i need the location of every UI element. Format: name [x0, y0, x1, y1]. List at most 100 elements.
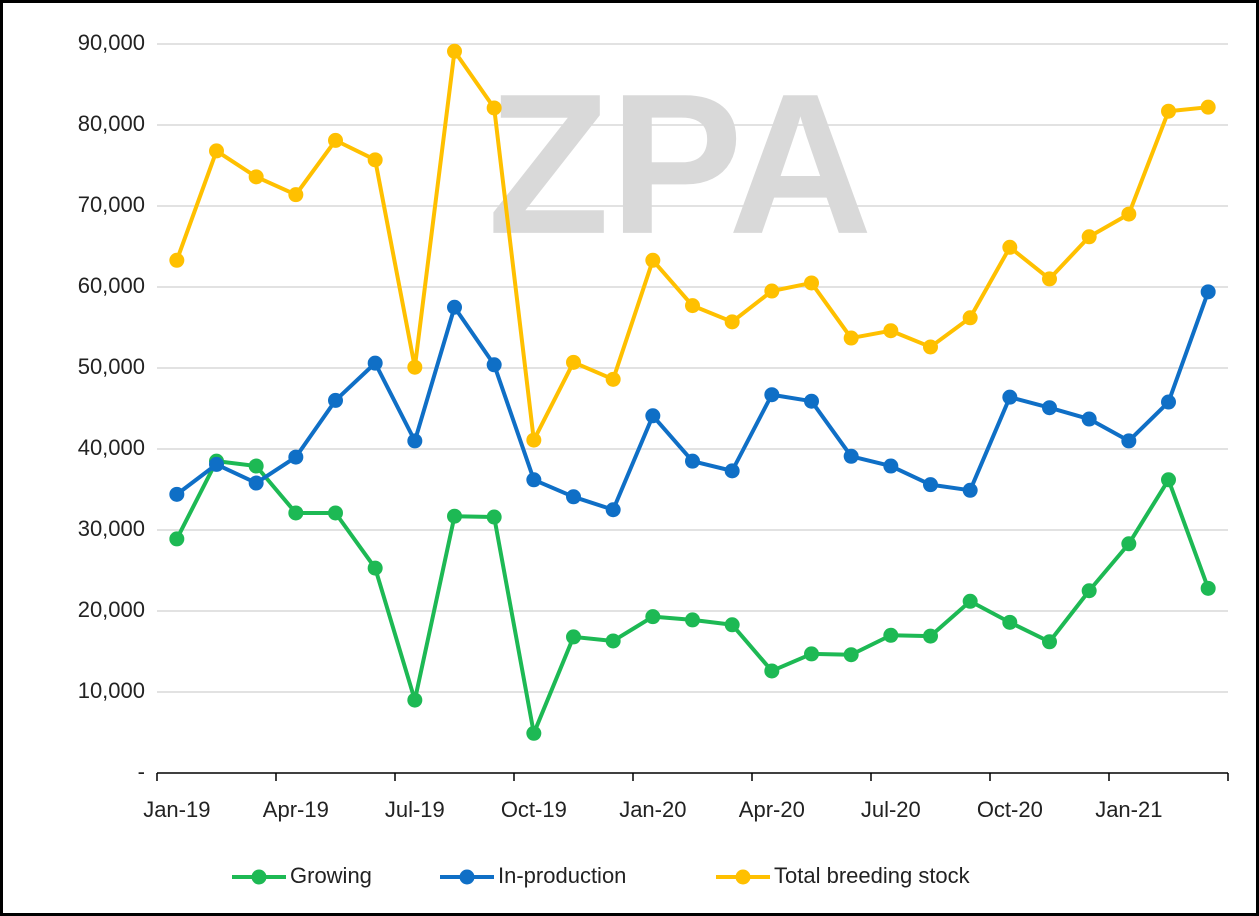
- y-tick-label: 30,000: [78, 516, 145, 541]
- y-tick-label: 90,000: [78, 30, 145, 55]
- y-tick-label: 40,000: [78, 435, 145, 460]
- point: [209, 143, 224, 158]
- point: [1042, 271, 1057, 286]
- point: [487, 100, 502, 115]
- x-tick-label: Jan-19: [143, 797, 210, 822]
- point: [883, 459, 898, 474]
- legend-marker: [736, 870, 751, 885]
- legend-marker: [460, 870, 475, 885]
- point: [1042, 400, 1057, 415]
- point: [963, 483, 978, 498]
- point: [526, 433, 541, 448]
- point: [923, 629, 938, 644]
- point: [963, 310, 978, 325]
- y-tick-label: 60,000: [78, 273, 145, 298]
- x-tick-label: Jul-20: [861, 797, 921, 822]
- point: [169, 253, 184, 268]
- point: [725, 617, 740, 632]
- point: [1002, 240, 1017, 255]
- point: [288, 505, 303, 520]
- point: [606, 502, 621, 517]
- point: [1121, 433, 1136, 448]
- legend-label: Growing: [290, 863, 372, 888]
- point: [249, 476, 264, 491]
- point: [1002, 390, 1017, 405]
- point: [328, 505, 343, 520]
- y-tick-label: 20,000: [78, 597, 145, 622]
- point: [645, 609, 660, 624]
- point: [844, 449, 859, 464]
- point: [566, 629, 581, 644]
- x-tick-label: Oct-20: [977, 797, 1043, 822]
- point: [606, 372, 621, 387]
- y-tick-label: 50,000: [78, 354, 145, 379]
- point: [328, 133, 343, 148]
- point: [923, 339, 938, 354]
- point: [1201, 284, 1216, 299]
- point: [1161, 472, 1176, 487]
- point: [685, 612, 700, 627]
- point: [169, 531, 184, 546]
- point: [566, 489, 581, 504]
- x-tick-label: Apr-19: [263, 797, 329, 822]
- x-tick-label: Jan-20: [619, 797, 686, 822]
- point: [1201, 581, 1216, 596]
- point: [804, 394, 819, 409]
- point: [1121, 207, 1136, 222]
- point: [447, 300, 462, 315]
- point: [725, 314, 740, 329]
- point: [1201, 100, 1216, 115]
- y-tick-label: 70,000: [78, 192, 145, 217]
- chart: ZPA - 10,000 20,000 30,000 40,000 50,000 60,00…: [0, 0, 1259, 916]
- x-tick-label: Jul-19: [385, 797, 445, 822]
- y-tick-label: 10,000: [78, 678, 145, 703]
- x-tick-label: Apr-20: [739, 797, 805, 822]
- point: [487, 510, 502, 525]
- point: [1042, 634, 1057, 649]
- point: [764, 663, 779, 678]
- point: [844, 331, 859, 346]
- point: [725, 463, 740, 478]
- point: [844, 647, 859, 662]
- point: [447, 44, 462, 59]
- watermark: ZPA: [487, 53, 872, 276]
- point: [447, 509, 462, 524]
- point: [368, 152, 383, 167]
- point: [923, 477, 938, 492]
- point: [169, 487, 184, 502]
- point: [487, 357, 502, 372]
- point: [804, 275, 819, 290]
- point: [566, 355, 581, 370]
- point: [249, 459, 264, 474]
- point: [407, 360, 422, 375]
- point: [368, 561, 383, 576]
- point: [407, 693, 422, 708]
- point: [685, 298, 700, 313]
- point: [685, 454, 700, 469]
- x-tick-label: Jan-21: [1095, 797, 1162, 822]
- legend-label: In-production: [498, 863, 626, 888]
- point: [1082, 583, 1097, 598]
- point: [1082, 412, 1097, 427]
- x-tick-label: Oct-19: [501, 797, 567, 822]
- point: [764, 284, 779, 299]
- point: [249, 169, 264, 184]
- point: [209, 457, 224, 472]
- legend-marker: [252, 870, 267, 885]
- point: [1082, 229, 1097, 244]
- point: [407, 433, 422, 448]
- legend-label: Total breeding stock: [774, 863, 971, 888]
- point: [883, 323, 898, 338]
- point: [606, 633, 621, 648]
- point: [645, 408, 660, 423]
- point: [328, 393, 343, 408]
- y-tick-label: 80,000: [78, 111, 145, 136]
- point: [288, 187, 303, 202]
- point: [804, 646, 819, 661]
- point: [645, 253, 660, 268]
- point: [368, 356, 383, 371]
- point: [1121, 536, 1136, 551]
- y-tick-label: -: [138, 759, 145, 784]
- point: [1161, 104, 1176, 119]
- point: [526, 726, 541, 741]
